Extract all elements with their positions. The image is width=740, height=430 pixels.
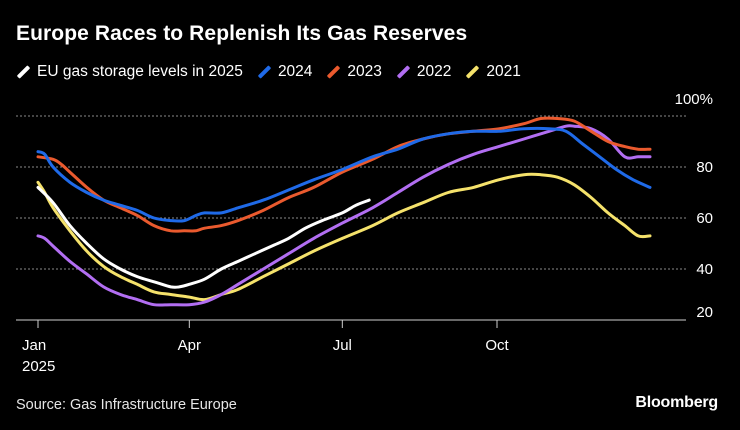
- legend-item-2025: EU gas storage levels in 2025: [16, 63, 243, 81]
- series-line-2023: [36, 116, 652, 233]
- chart-title: Europe Races to Replenish Its Gas Reserv…: [16, 22, 468, 45]
- y-axis: 20 40 60 80 100%: [675, 91, 713, 321]
- legend-item-2021: 2021: [465, 63, 521, 81]
- x-tick-label-0-1: 2025: [22, 358, 55, 375]
- series-line-2021: [36, 172, 652, 302]
- y-tick-label-20: 20: [696, 304, 713, 321]
- x-tick-label-0-0: Jan: [22, 337, 46, 354]
- y-tick-label-60: 60: [696, 210, 713, 227]
- y-tick-label-80: 80: [696, 159, 713, 176]
- x-axis: Jan 2025 Apr Jul Oct: [16, 319, 686, 375]
- y-tick-label-40: 40: [696, 261, 713, 278]
- chart-legend: EU gas storage levels in 2025 2024 2023 …: [16, 63, 535, 81]
- legend-label-2023: 2023: [347, 63, 382, 80]
- bloomberg-logo: Bloomberg: [635, 394, 718, 411]
- legend-label-2021: 2021: [486, 63, 521, 80]
- series-line-2022: [36, 124, 652, 307]
- legend-item-2023: 2023: [326, 63, 382, 81]
- series-line-2024: [36, 126, 652, 223]
- legend-label-2024: 2024: [277, 63, 313, 80]
- legend-item-2024: 2024: [257, 63, 312, 81]
- legend-label-2022: 2022: [416, 63, 452, 80]
- x-tick-label-1: Apr: [178, 337, 201, 354]
- chart-series: [36, 116, 652, 307]
- series-line-eu-gas-storage-levels-in-2025: [36, 185, 371, 289]
- legend-item-2022: 2022: [396, 63, 451, 81]
- x-tick-label-3: Oct: [485, 337, 509, 354]
- source-note: Source: Gas Infrastructure Europe: [16, 397, 237, 413]
- legend-label-2025: EU gas storage levels in 2025: [37, 63, 243, 80]
- x-tick-label-2: Jul: [333, 337, 352, 354]
- y-tick-label-100: 100%: [675, 91, 713, 108]
